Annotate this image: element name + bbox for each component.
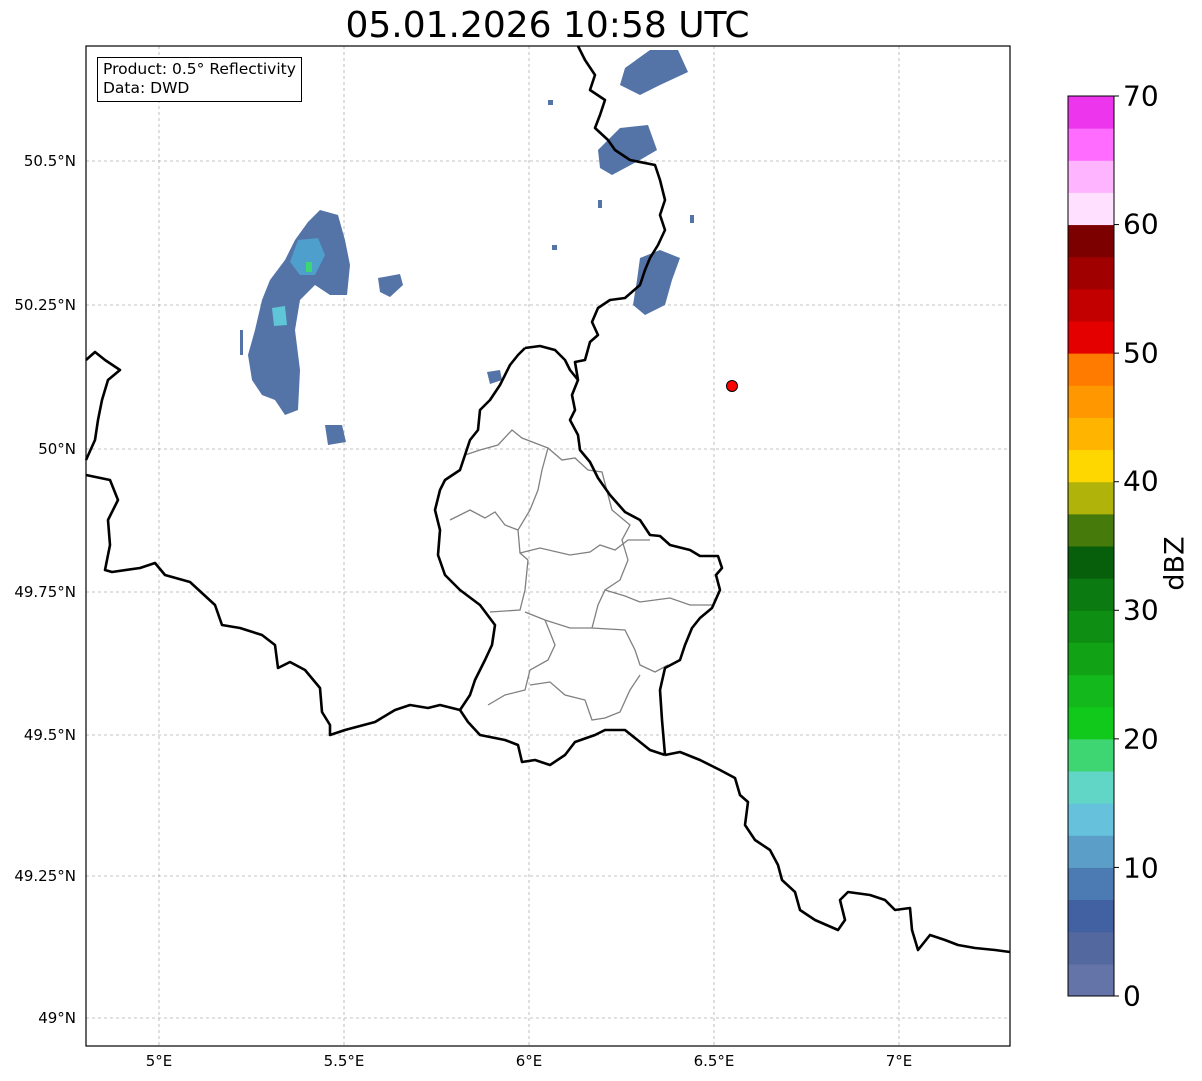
colorbar-segment	[1068, 642, 1114, 676]
lat-label: 50°N	[38, 440, 76, 458]
lon-label: 5°E	[145, 1052, 173, 1070]
national-borders	[84, 45, 1011, 954]
echo-cell-small	[325, 425, 346, 445]
map-title: 05.01.2026 10:58 UTC	[345, 5, 750, 46]
lat-label: 50.5°N	[23, 152, 76, 170]
colorbar-segment	[1068, 546, 1114, 579]
colorbar-segment	[1068, 417, 1114, 451]
colorbar-segment	[1068, 931, 1114, 965]
border-luxembourg-belgium	[433, 344, 580, 711]
colorbar-tick-label: 50	[1123, 336, 1159, 370]
echo-cell-west	[248, 210, 350, 415]
border-france-luxembourg	[458, 709, 666, 767]
colorbar-title: dBZ	[1159, 536, 1191, 591]
colorbar-segment	[1068, 963, 1114, 997]
colorbar-tick-label: 40	[1123, 464, 1159, 498]
colorbar-tick-label: 60	[1123, 207, 1159, 241]
canton-borders	[449, 429, 712, 721]
radar-site-marker	[726, 380, 738, 392]
echo-cell-ne1	[620, 50, 688, 95]
colorbar-segment	[1068, 835, 1114, 868]
lon-gridlines	[158, 46, 900, 1046]
border-belgium-france	[85, 473, 461, 737]
colorbar-frame	[1067, 95, 1115, 997]
product-text: Product: 0.5° Reflectivity	[103, 60, 296, 78]
colorbar-segment	[1068, 160, 1114, 193]
colorbar-segment	[1068, 867, 1114, 901]
colorbar-tick-label: 10	[1123, 851, 1159, 885]
colorbar-tick-label: 20	[1123, 722, 1159, 756]
echo-green-speck	[306, 262, 312, 272]
data-source-text: Data: DWD	[103, 79, 190, 97]
lon-label: 6.5°E	[693, 1052, 735, 1070]
colorbar-segment	[1068, 771, 1114, 804]
colorbar	[1067, 95, 1119, 997]
colorbar-segment	[1068, 738, 1114, 772]
lon-label: 5.5°E	[323, 1052, 365, 1070]
colorbar-segment	[1068, 128, 1114, 161]
lon-label: 6°E	[515, 1052, 543, 1070]
echo-cell-mid	[378, 274, 403, 297]
echo-cell-ne2	[598, 125, 657, 175]
colorbar-segment	[1068, 192, 1114, 226]
colorbar-segment	[1068, 256, 1114, 290]
lat-gridlines	[86, 160, 1010, 1019]
border-france-germany	[664, 750, 1011, 954]
colorbar-segment	[1068, 96, 1114, 129]
border-belgium-west	[84, 350, 122, 461]
colorbar-segment	[1068, 513, 1114, 547]
colorbar-segment	[1068, 706, 1114, 740]
lat-label: 50.25°N	[14, 296, 76, 314]
map-frame	[85, 45, 1011, 1047]
info-box: Product: 0.5° Reflectivity Data: DWD	[97, 57, 302, 102]
colorbar-segment	[1068, 899, 1114, 933]
border-belgium-germany-north	[568, 45, 724, 756]
colorbar-tick-label: 0	[1123, 979, 1141, 1013]
echo-cell-ne3	[633, 250, 680, 315]
colorbar-tick-label: 30	[1123, 593, 1159, 627]
echo-core-west-2	[272, 306, 287, 326]
echo-core-west	[290, 238, 325, 275]
lat-label: 49.5°N	[23, 726, 76, 744]
colorbar-tick-label: 70	[1123, 79, 1159, 113]
colorbar-segment	[1068, 610, 1114, 643]
colorbar-segment	[1068, 803, 1114, 836]
lat-label: 49°N	[38, 1009, 76, 1027]
colorbar-segment	[1068, 449, 1114, 483]
lat-label: 49.25°N	[14, 867, 76, 885]
colorbar-segment	[1068, 674, 1114, 708]
radar-echoes	[240, 50, 694, 445]
colorbar-segment	[1068, 321, 1114, 354]
colorbar-segment	[1068, 385, 1114, 418]
colorbar-segment	[1068, 578, 1114, 611]
colorbar-segment	[1068, 288, 1114, 322]
lon-label: 7°E	[885, 1052, 913, 1070]
lat-label: 49.75°N	[14, 583, 76, 601]
colorbar-segment	[1068, 224, 1114, 258]
colorbar-segment	[1068, 353, 1114, 386]
colorbar-segment	[1068, 481, 1114, 515]
echo-cell-small2	[487, 370, 502, 384]
